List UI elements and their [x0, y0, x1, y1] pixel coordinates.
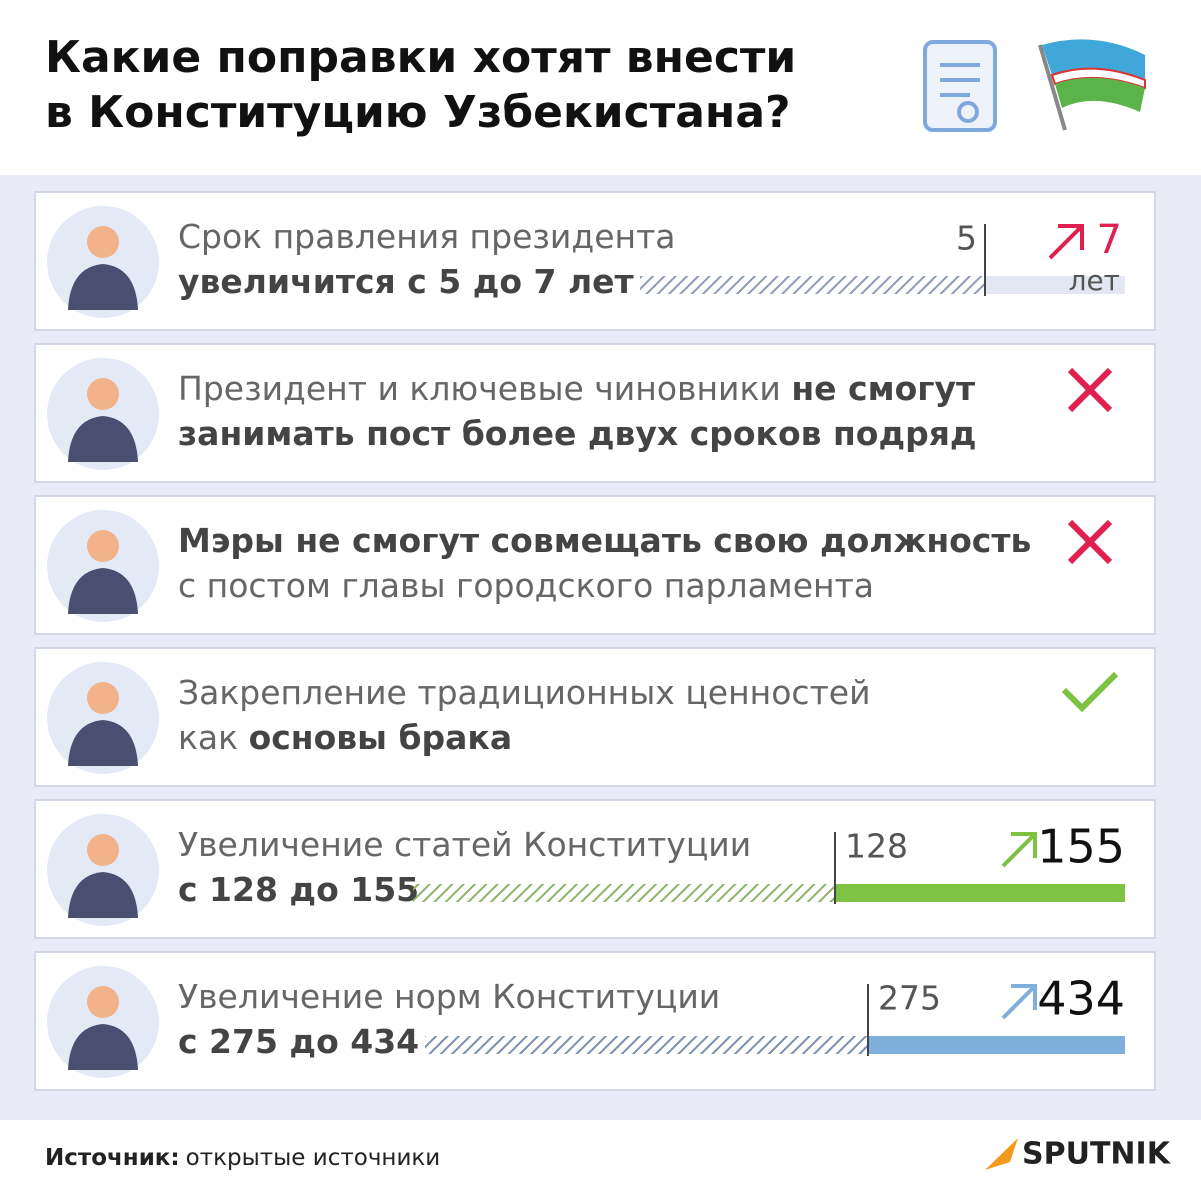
bold-text: с 275 до 434	[178, 1022, 419, 1061]
text: с постом главы городского парламента	[178, 566, 874, 605]
text: Срок правления президента	[178, 217, 676, 256]
title-line: в Конституцию Узбекистана?	[45, 87, 791, 138]
bold-text: основы брака	[249, 718, 513, 757]
card-icon-head	[87, 986, 119, 1018]
bold-text: не смогут	[791, 369, 975, 408]
source: Источник: открытые источники	[45, 1145, 440, 1171]
card-icon-body	[68, 264, 138, 310]
card-bg	[34, 647, 1156, 787]
arrow-icon	[1048, 224, 1084, 260]
card-text: с 128 до 155	[178, 870, 419, 909]
cross-icon	[1067, 367, 1113, 413]
card-text: увеличится с 5 до 7 лет	[178, 262, 634, 301]
title-line: Какие поправки хотят внести	[45, 32, 796, 83]
arrow-icon	[1001, 832, 1037, 868]
text: Увеличение статей Конституции	[178, 825, 751, 864]
card-icon-body	[68, 872, 138, 918]
brand-logo	[985, 1138, 1018, 1170]
card-icon-head	[87, 834, 119, 866]
card-bg	[34, 343, 1156, 483]
bold-text: с 128 до 155	[178, 870, 419, 909]
source-label: Источник:	[45, 1145, 180, 1171]
flag-icon	[1038, 39, 1146, 131]
bar-new	[835, 884, 1125, 902]
card-icon-head	[87, 226, 119, 258]
bar-new	[985, 276, 1125, 294]
card: Увеличение норм Конституции с 275 до 434 2…	[34, 951, 1156, 1091]
old-value: 275	[878, 979, 941, 1018]
source-text: открытые источники	[186, 1145, 441, 1171]
old-value: 5	[956, 219, 977, 258]
bar-old	[640, 276, 985, 294]
card: Срок правления президента увеличится с 5 …	[34, 191, 1156, 331]
card: Мэры не смогут совмещать свою должность с…	[34, 495, 1156, 635]
card-text: Срок правления президента	[178, 217, 676, 256]
bold-text: занимать пост более двух сроков подряд	[178, 414, 977, 453]
brand: SPUTNIK	[1022, 1137, 1172, 1172]
bold-text: Мэры не смогут совмещать свою должность	[178, 521, 1031, 560]
text: Увеличение норм Конституции	[178, 977, 720, 1016]
bar-old	[425, 1036, 868, 1054]
unit: лет	[1069, 264, 1120, 297]
card-text: Мэры не смогут совмещать свою должность	[178, 521, 1031, 560]
card-bg	[34, 951, 1156, 1091]
card-bg	[34, 799, 1156, 939]
card-icon-body	[68, 568, 138, 614]
check-icon	[1061, 671, 1119, 713]
old-value: 128	[845, 827, 908, 866]
text: как	[178, 718, 249, 757]
bar-old	[413, 884, 835, 902]
text: Закрепление традиционных ценностей	[178, 673, 871, 712]
card-text: с постом главы городского парламента	[178, 566, 874, 605]
card-bg	[34, 191, 1156, 331]
bar-new	[868, 1036, 1125, 1054]
card: Закрепление традиционных ценностей как ос…	[34, 647, 1156, 787]
new-value: 7	[1097, 217, 1122, 263]
new-value: 434	[1037, 972, 1125, 1026]
arrow-icon	[1001, 984, 1037, 1020]
card-icon-head	[87, 682, 119, 714]
new-value: 155	[1037, 820, 1125, 874]
card: Увеличение статей Конституции с 128 до 15…	[34, 799, 1156, 939]
card-text: занимать пост более двух сроков подряд	[178, 414, 977, 453]
card-bg	[34, 495, 1156, 635]
text: Президент и ключевые чиновники	[178, 369, 791, 408]
card-text: Увеличение норм Конституции	[178, 977, 720, 1016]
cross-icon	[1067, 519, 1113, 565]
card-text: как основы брака	[178, 718, 512, 757]
card-icon-body	[68, 1024, 138, 1070]
card-icon-head	[87, 530, 119, 562]
bold-text: увеличится с 5 до 7 лет	[178, 262, 634, 301]
card-text: с 275 до 434	[178, 1022, 419, 1061]
card-text: Увеличение статей Конституции	[178, 825, 751, 864]
scroll-icon	[923, 40, 997, 132]
card-icon-body	[68, 416, 138, 462]
card-icon-body	[68, 720, 138, 766]
card-icon-head	[87, 378, 119, 410]
card: Президент и ключевые чиновники не смогут…	[34, 343, 1156, 483]
card-text: Президент и ключевые чиновники не смогут	[178, 369, 975, 408]
card-text: Закрепление традиционных ценностей	[178, 673, 871, 712]
